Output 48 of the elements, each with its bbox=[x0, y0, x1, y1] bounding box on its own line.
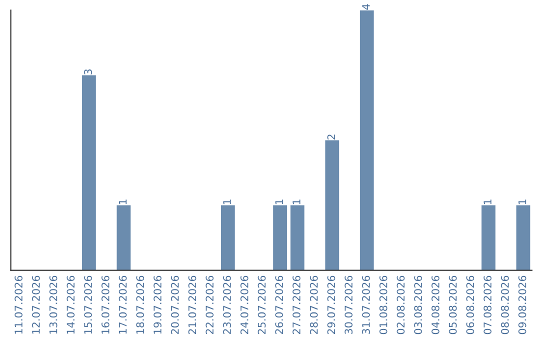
x-tick-label: 27.07.2026 bbox=[292, 276, 300, 334]
x-tick-label: 21.07.2026 bbox=[188, 276, 196, 334]
x-tick-label: 30.07.2026 bbox=[344, 276, 353, 334]
bar bbox=[360, 10, 374, 270]
x-tick-label: 29.07.2026 bbox=[327, 276, 336, 334]
x-tick-label: 25.07.2026 bbox=[258, 276, 266, 334]
x-tick-label: 18.07.2026 bbox=[136, 276, 144, 334]
x-tick-label: 03.08.2026 bbox=[414, 276, 422, 334]
data-label: 1 bbox=[275, 200, 283, 204]
bar bbox=[116, 205, 131, 270]
x-tick-label: 04.08.2026 bbox=[432, 276, 440, 334]
x-tick-label: 13.07.2026 bbox=[49, 276, 58, 334]
data-label: 3 bbox=[84, 69, 92, 74]
data-label: 1 bbox=[518, 200, 526, 204]
data-label: 1 bbox=[292, 200, 300, 204]
bar bbox=[273, 205, 287, 270]
x-tick-label: 26.07.2026 bbox=[275, 276, 284, 334]
bar bbox=[325, 140, 340, 270]
x-tick-label: 01.08.2026 bbox=[379, 276, 388, 334]
data-label: 4 bbox=[362, 4, 370, 10]
x-tick-label: 08.08.2026 bbox=[500, 276, 509, 334]
x-tick-label: 22.07.2026 bbox=[206, 276, 214, 334]
x-tick-label: 19.07.2026 bbox=[154, 276, 162, 334]
bar bbox=[516, 205, 530, 270]
x-tick-label: 02.08.2026 bbox=[396, 276, 405, 334]
x-tick-label: 14.07.2026 bbox=[66, 276, 75, 334]
bar bbox=[220, 205, 235, 270]
x-tick-label: 31.07.2026 bbox=[362, 276, 370, 334]
x-tick-label: 12.07.2026 bbox=[32, 276, 40, 334]
x-tick-label: 20.07.2026 bbox=[170, 276, 179, 334]
data-label: 1 bbox=[223, 200, 231, 204]
bar bbox=[82, 75, 96, 270]
x-tick-label: 28.07.2026 bbox=[310, 276, 318, 334]
data-label: 1 bbox=[118, 200, 127, 204]
x-tick-label: 07.08.2026 bbox=[484, 276, 492, 334]
x-tick-label: 15.07.2026 bbox=[84, 276, 92, 334]
data-label: 2 bbox=[327, 134, 336, 140]
data-label: 1 bbox=[484, 200, 492, 204]
x-tick-label: 23.07.2026 bbox=[223, 276, 231, 334]
x-tick-label: 24.07.2026 bbox=[240, 276, 248, 334]
x-tick-label: 11.07.2026 bbox=[14, 276, 23, 334]
bar bbox=[290, 205, 304, 270]
x-tick-label: 17.07.2026 bbox=[118, 276, 127, 334]
x-tick-label: 05.08.2026 bbox=[448, 276, 457, 334]
bar bbox=[482, 205, 496, 270]
x-tick-label: 09.08.2026 bbox=[518, 276, 526, 334]
x-tick-label: 16.07.2026 bbox=[101, 276, 110, 334]
x-tick-label: 06.08.2026 bbox=[466, 276, 474, 334]
